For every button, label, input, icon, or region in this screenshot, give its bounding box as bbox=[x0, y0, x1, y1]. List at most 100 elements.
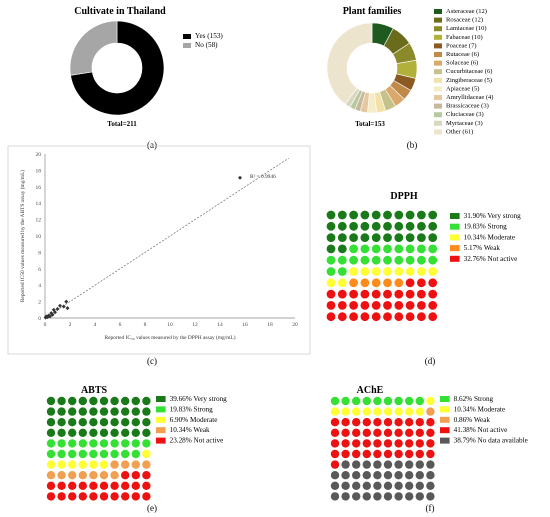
waffle-d-dot bbox=[383, 278, 392, 288]
waffle-d-dot bbox=[405, 301, 415, 310]
waffle-d-dot bbox=[360, 233, 370, 243]
waffle-f-dot bbox=[415, 481, 424, 490]
legend-b-swatch-9 bbox=[434, 86, 442, 92]
legend-f-swatch-4 bbox=[440, 437, 450, 444]
total-b: Total=153 bbox=[355, 120, 385, 128]
waffle-d-dot bbox=[394, 312, 404, 322]
waffle-f-dot bbox=[426, 492, 435, 501]
waffle-e-dot bbox=[131, 418, 140, 427]
scatter-point-8 bbox=[53, 310, 57, 315]
scatter-point-11 bbox=[61, 304, 66, 309]
legend-d-label-4: 32.76% Not active bbox=[464, 255, 518, 263]
legend-b-swatch-10 bbox=[434, 95, 442, 100]
legend-d-swatch-0 bbox=[450, 213, 460, 219]
donut-chart-a bbox=[69, 20, 165, 116]
waffle-f-dot bbox=[415, 460, 424, 469]
waffle-f-dot bbox=[394, 471, 403, 480]
waffle-f-dot bbox=[394, 418, 403, 427]
waffle-e-dot bbox=[142, 439, 151, 448]
waffle-f-dot bbox=[373, 471, 382, 480]
waffle-d-dot bbox=[337, 221, 347, 231]
legend-b-label-4: Poaceae (7) bbox=[446, 42, 477, 49]
waffle-e-dot bbox=[131, 439, 140, 448]
waffle-f-dot bbox=[426, 439, 435, 448]
waffle-d-dot bbox=[360, 301, 370, 310]
waffle-f-dot bbox=[405, 439, 414, 448]
x-tick-2: 4 bbox=[94, 322, 97, 328]
panel-label-c: (c) bbox=[147, 356, 157, 366]
panel-b-title: Plant families bbox=[343, 6, 402, 17]
panel-a: Cultivate in Thailand Yes (153)No (58) T… bbox=[69, 6, 223, 150]
panel-a-title: Cultivate in Thailand bbox=[74, 6, 166, 17]
legend-b-label-5: Rutaceae (6) bbox=[446, 51, 479, 58]
waffle-e-dot bbox=[57, 418, 66, 427]
waffle-f-dot bbox=[394, 396, 403, 406]
waffle-d-dot bbox=[337, 255, 347, 265]
legend-f-label-4: 38.79% No data available bbox=[454, 437, 528, 445]
waffle-f-dot bbox=[341, 418, 350, 427]
waffle-e-dot bbox=[68, 428, 77, 437]
legend-b-label-10: Amryllidaceae (4) bbox=[446, 94, 493, 101]
waffle-f-dot bbox=[415, 471, 424, 480]
waffle-e-dot bbox=[110, 471, 119, 480]
waffle-f-dot bbox=[352, 492, 361, 501]
waffle-f-dot bbox=[383, 439, 393, 448]
waffle-e-dot bbox=[78, 396, 88, 406]
waffle-d-dot bbox=[360, 278, 370, 288]
waffle-f-dot bbox=[405, 481, 414, 490]
waffle-f-dot bbox=[383, 492, 393, 501]
waffle-d-dot bbox=[326, 221, 336, 231]
waffle-f-dot bbox=[426, 481, 435, 490]
legend-e-swatch-2 bbox=[156, 416, 166, 423]
legend-b: Asteraceae (12) Rosaceae (12)Lamiaceae (1… bbox=[434, 8, 493, 135]
waffle-d-dot bbox=[417, 267, 426, 276]
waffle-f-dot bbox=[405, 396, 414, 406]
waffle-d-dot bbox=[349, 221, 358, 231]
waffle-d-dot bbox=[405, 221, 415, 231]
y-tick-7: 14 bbox=[36, 201, 42, 207]
waffle-d-dot bbox=[360, 210, 370, 220]
waffle-e-dot bbox=[99, 418, 109, 427]
waffle-d-dot bbox=[383, 233, 392, 243]
waffle-e-dot bbox=[99, 460, 109, 469]
waffle-f-dot bbox=[373, 481, 382, 490]
waffle-d-dot bbox=[371, 221, 381, 231]
legend-e-swatch-1 bbox=[156, 406, 166, 413]
panel-c-frame bbox=[7, 145, 311, 355]
waffle-f-dot bbox=[383, 418, 393, 427]
waffle-f-dot bbox=[362, 396, 371, 406]
legend-b-label-3: Fabaceae (10) bbox=[446, 34, 483, 41]
legend-e-label-3: 10.34% Weak bbox=[170, 426, 210, 434]
y-axis-label: Reported IC50 values measured by the ABT… bbox=[19, 170, 26, 303]
waffle-e-dot bbox=[78, 492, 88, 501]
waffle-e-dot bbox=[99, 492, 109, 501]
waffle-f-dot bbox=[352, 481, 361, 490]
panel-label-f: (f) bbox=[426, 503, 435, 513]
waffle-e-dot bbox=[57, 471, 66, 480]
legend-b-label-11: Brassicaceae (3) bbox=[446, 103, 489, 110]
legend-e: 39.66% Very strong 19.83% Strong 6.90% Mod… bbox=[156, 395, 227, 445]
waffle-e-dot bbox=[131, 396, 140, 406]
waffle-e-dot bbox=[89, 407, 98, 416]
waffle-d-dot bbox=[383, 267, 392, 276]
waffle-f-dot bbox=[330, 471, 340, 480]
waffle-d-dot bbox=[326, 255, 336, 265]
waffle-f-dot bbox=[415, 492, 424, 501]
waffle-e-dot bbox=[142, 428, 151, 437]
waffle-f-dot bbox=[341, 439, 350, 448]
waffle-f-dot bbox=[405, 460, 414, 469]
x-tick-3: 6 bbox=[119, 322, 122, 328]
legend-b-swatch-6 bbox=[434, 60, 442, 66]
waffle-d-dot bbox=[326, 244, 336, 254]
legend-e-label-0: 39.66% Very strong bbox=[170, 395, 228, 403]
waffle-e-dot bbox=[99, 396, 109, 406]
legend-d-label-0: 31.90% Very strong bbox=[464, 212, 522, 220]
waffle-e-dot bbox=[89, 492, 98, 501]
waffle-d-dot bbox=[349, 312, 358, 322]
waffle-d-dot bbox=[394, 301, 404, 310]
legend-a-label-1: No (58) bbox=[195, 41, 218, 49]
y-tick-1: 2 bbox=[38, 300, 41, 306]
waffle-f-dot bbox=[341, 449, 350, 459]
waffle-e-dot bbox=[89, 460, 98, 469]
